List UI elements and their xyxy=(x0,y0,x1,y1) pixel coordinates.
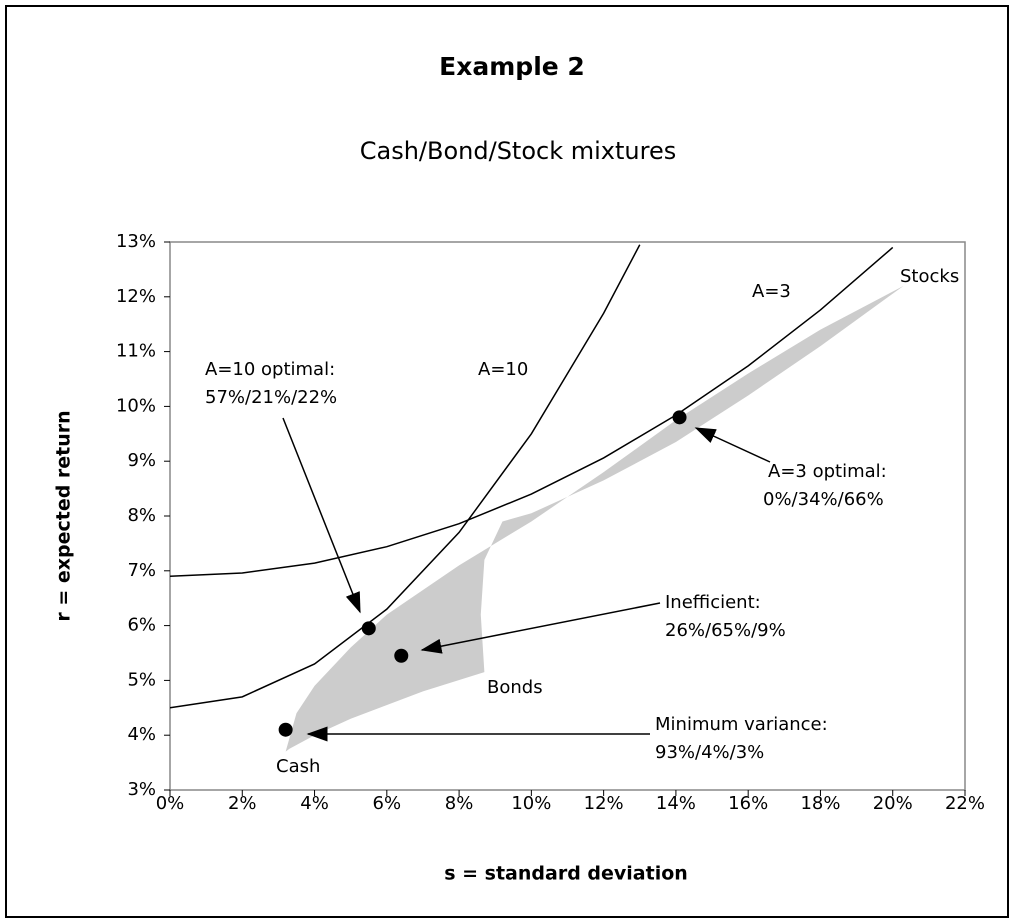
indifference-curve xyxy=(170,244,641,709)
chart-subtitle: Cash/Bond/Stock mixtures xyxy=(360,137,676,165)
callout-arrow xyxy=(282,417,361,614)
y-tick-label: 8% xyxy=(127,505,156,526)
callout-text: 93%/4%/3% xyxy=(655,742,764,763)
callout-text: Inefficient: xyxy=(665,592,761,613)
plot-clip xyxy=(170,244,904,752)
callout-text: A=3 optimal: xyxy=(768,461,887,482)
callout-text: 26%/65%/9% xyxy=(665,620,786,641)
y-tick-label: 11% xyxy=(116,341,156,362)
feasible-region xyxy=(285,285,904,752)
chart-title: Example 2 xyxy=(439,52,585,81)
x-tick-label: 16% xyxy=(728,793,768,814)
x-tick-label: 18% xyxy=(800,793,840,814)
y-tick-label: 3% xyxy=(127,779,156,800)
portfolio-point xyxy=(672,410,687,425)
callout-text: 0%/34%/66% xyxy=(763,489,884,510)
x-tick-label: 22% xyxy=(945,793,985,814)
x-tick-label: 10% xyxy=(511,793,551,814)
x-tick-label: 14% xyxy=(656,793,696,814)
curve-label: A=3 xyxy=(752,281,791,302)
asset-label: Bonds xyxy=(487,677,543,698)
portfolio-point xyxy=(394,648,409,663)
y-tick-label: 4% xyxy=(127,724,156,745)
asset-label: Stocks xyxy=(900,266,959,287)
indifference-curve xyxy=(170,246,894,578)
portfolio-point xyxy=(278,722,293,737)
callout-text: 57%/21%/22% xyxy=(205,387,337,408)
y-tick-label: 5% xyxy=(127,669,156,690)
x-tick-label: 2% xyxy=(228,793,257,814)
x-tick-label: 12% xyxy=(584,793,624,814)
y-tick-label: 10% xyxy=(116,395,156,416)
callout-arrow xyxy=(694,427,771,463)
portfolio-point xyxy=(361,621,376,636)
asset-label: Cash xyxy=(276,756,320,777)
x-tick-label: 0% xyxy=(156,793,185,814)
y-tick-label: 12% xyxy=(116,286,156,307)
x-axis-label: s = standard deviation xyxy=(444,863,688,885)
x-tick-label: 4% xyxy=(300,793,329,814)
callout-text: Minimum variance: xyxy=(655,714,828,735)
x-tick-label: 8% xyxy=(445,793,474,814)
callout-arrow xyxy=(420,602,661,654)
y-tick-label: 6% xyxy=(127,615,156,636)
callout-text: A=10 optimal: xyxy=(205,359,335,380)
x-tick-label: 20% xyxy=(873,793,913,814)
curve-label: A=10 xyxy=(478,359,528,380)
y-tick-label: 13% xyxy=(116,231,156,252)
y-axis-label: r = expected return xyxy=(53,410,75,621)
y-tick-label: 7% xyxy=(127,560,156,581)
x-tick-label: 6% xyxy=(373,793,402,814)
y-tick-label: 9% xyxy=(127,450,156,471)
